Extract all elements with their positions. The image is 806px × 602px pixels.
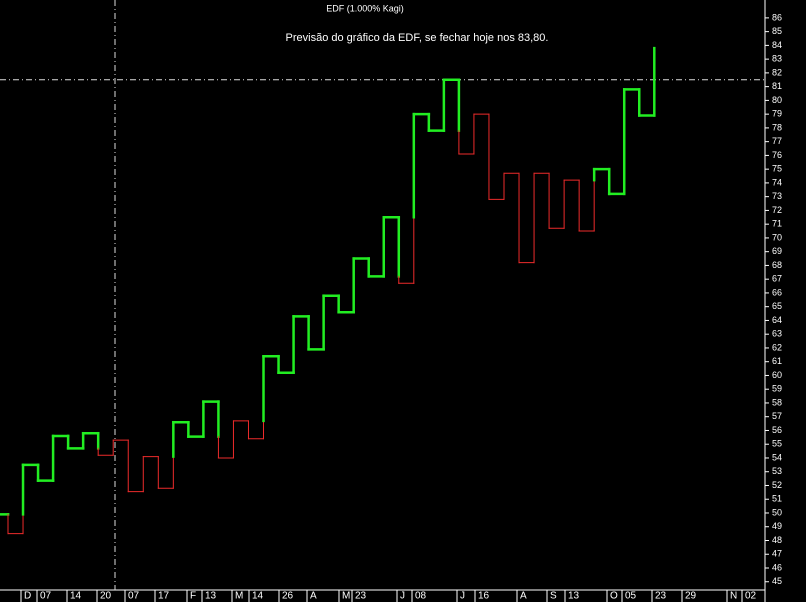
y-tick-label: 81 — [772, 81, 782, 91]
x-tick-label: 02 — [745, 591, 757, 602]
y-tick-label: 71 — [772, 219, 782, 229]
y-tick-label: 77 — [772, 136, 782, 146]
x-tick-label: 13 — [205, 591, 217, 602]
y-tick-label: 67 — [772, 274, 782, 284]
x-tick-label: N — [730, 591, 737, 602]
y-tick-label: 53 — [772, 466, 782, 476]
y-tick-label: 86 — [772, 12, 782, 22]
x-tick-label: O — [610, 591, 618, 602]
y-tick-label: 54 — [772, 452, 782, 462]
y-tick-label: 51 — [772, 494, 782, 504]
y-tick-label: 55 — [772, 439, 782, 449]
x-tick-label: M — [235, 591, 243, 602]
y-tick-label: 61 — [772, 356, 782, 366]
y-tick-label: 45 — [772, 576, 782, 586]
annotation: Previsão do gráfico da EDF, se fechar ho… — [286, 32, 549, 44]
x-tick-label: A — [520, 591, 527, 602]
y-tick-label: 50 — [772, 507, 782, 517]
x-tick-label: 16 — [478, 591, 490, 602]
y-tick-label: 56 — [772, 425, 782, 435]
x-tick-label: 07 — [40, 591, 52, 602]
y-tick-label: 52 — [772, 480, 782, 490]
y-tick-label: 72 — [772, 205, 782, 215]
y-tick-label: 68 — [772, 260, 782, 270]
x-tick-label: D — [24, 591, 31, 602]
y-tick-label: 74 — [772, 177, 782, 187]
y-tick-label: 70 — [772, 232, 782, 242]
x-tick-label: 14 — [252, 591, 264, 602]
chart-title: EDF (1.000% Kagi) — [326, 3, 404, 13]
y-tick-label: 64 — [772, 315, 782, 325]
y-tick-label: 82 — [772, 67, 782, 77]
x-tick-label: 08 — [415, 591, 427, 602]
x-tick-label: 05 — [625, 591, 637, 602]
x-tick-label: 14 — [70, 591, 82, 602]
y-tick-label: 85 — [772, 26, 782, 36]
x-tick-label: 23 — [655, 591, 667, 602]
y-tick-label: 63 — [772, 329, 782, 339]
y-tick-label: 69 — [772, 246, 782, 256]
x-tick-label: 29 — [685, 591, 697, 602]
y-tick-label: 73 — [772, 191, 782, 201]
x-tick-label: J — [400, 591, 405, 602]
y-tick-label: 49 — [772, 521, 782, 531]
y-tick-label: 84 — [772, 40, 782, 50]
x-tick-label: 23 — [355, 591, 367, 602]
y-tick-label: 79 — [772, 109, 782, 119]
x-tick-label: 26 — [282, 591, 294, 602]
y-tick-label: 66 — [772, 287, 782, 297]
x-tick-label: 20 — [100, 591, 112, 602]
y-tick-label: 83 — [772, 54, 782, 64]
x-tick-label: S — [550, 591, 557, 602]
y-tick-label: 57 — [772, 411, 782, 421]
x-tick-label: 17 — [158, 591, 170, 602]
y-tick-label: 46 — [772, 562, 782, 572]
x-tick-label: 13 — [568, 591, 580, 602]
y-tick-label: 60 — [772, 370, 782, 380]
x-tick-label: A — [310, 591, 317, 602]
x-tick-label: F — [190, 591, 196, 602]
x-tick-label: 07 — [128, 591, 140, 602]
y-tick-label: 76 — [772, 150, 782, 160]
y-tick-label: 65 — [772, 301, 782, 311]
y-tick-label: 78 — [772, 122, 782, 132]
y-tick-label: 75 — [772, 164, 782, 174]
y-tick-label: 58 — [772, 397, 782, 407]
y-tick-label: 59 — [772, 384, 782, 394]
x-tick-label: J — [460, 591, 465, 602]
y-tick-label: 80 — [772, 95, 782, 105]
y-tick-label: 62 — [772, 342, 782, 352]
x-tick-label: M — [342, 591, 350, 602]
y-tick-label: 48 — [772, 535, 782, 545]
y-tick-label: 47 — [772, 549, 782, 559]
